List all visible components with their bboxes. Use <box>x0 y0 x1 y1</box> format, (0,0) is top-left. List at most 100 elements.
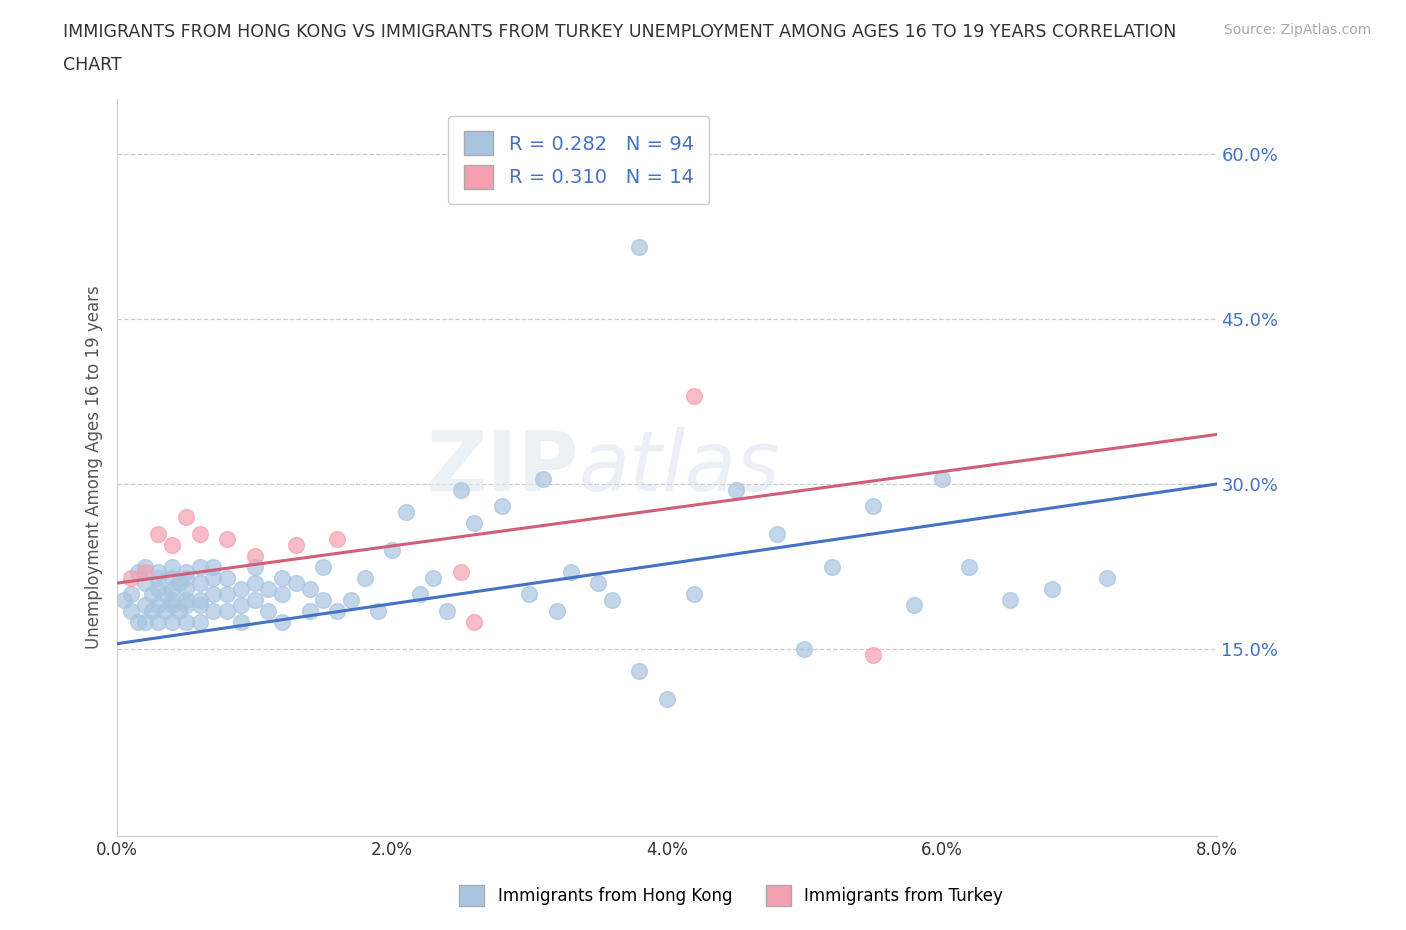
Point <box>724 482 747 497</box>
Point <box>257 604 280 618</box>
Point <box>160 598 183 613</box>
Point <box>931 472 953 486</box>
Point <box>628 664 651 679</box>
Point <box>312 592 335 607</box>
Point <box>134 614 156 629</box>
Point <box>531 472 554 486</box>
Point <box>367 604 389 618</box>
Point <box>155 604 177 618</box>
Point <box>202 604 225 618</box>
Point <box>188 559 211 574</box>
Point <box>120 587 142 602</box>
Point <box>655 140 678 155</box>
Point <box>326 532 349 547</box>
Text: Source: ZipAtlas.com: Source: ZipAtlas.com <box>1223 23 1371 37</box>
Point <box>160 538 183 552</box>
Point <box>436 604 458 618</box>
Point <box>340 592 363 607</box>
Point <box>217 587 239 602</box>
Point <box>174 510 197 525</box>
Point <box>284 538 307 552</box>
Point <box>655 691 678 706</box>
Point <box>243 548 266 563</box>
Point <box>821 559 844 574</box>
Point <box>243 592 266 607</box>
Point <box>217 570 239 585</box>
Point <box>243 559 266 574</box>
Point <box>326 604 349 618</box>
Legend: R = 0.282   N = 94, R = 0.310   N = 14: R = 0.282 N = 94, R = 0.310 N = 14 <box>449 116 710 204</box>
Point <box>202 559 225 574</box>
Point <box>628 240 651 255</box>
Y-axis label: Unemployment Among Ages 16 to 19 years: Unemployment Among Ages 16 to 19 years <box>86 286 103 649</box>
Point <box>160 592 183 607</box>
Point <box>120 604 142 618</box>
Point <box>148 614 170 629</box>
Point <box>243 576 266 591</box>
Point <box>519 587 541 602</box>
Point <box>188 592 211 607</box>
Point <box>112 592 135 607</box>
Point <box>174 570 197 585</box>
Legend: Immigrants from Hong Kong, Immigrants from Turkey: Immigrants from Hong Kong, Immigrants fr… <box>453 879 1010 912</box>
Point <box>148 581 170 596</box>
Point <box>160 581 183 596</box>
Point <box>134 559 156 574</box>
Point <box>683 587 706 602</box>
Point <box>174 614 197 629</box>
Point <box>957 559 980 574</box>
Point <box>600 592 623 607</box>
Point <box>141 604 163 618</box>
Point <box>155 587 177 602</box>
Point <box>120 570 142 585</box>
Point <box>765 526 787 541</box>
Point <box>134 598 156 613</box>
Point <box>353 570 375 585</box>
Point <box>381 542 404 557</box>
Point <box>174 592 197 607</box>
Point <box>160 559 183 574</box>
Point <box>271 570 294 585</box>
Point <box>148 526 170 541</box>
Point <box>1000 592 1022 607</box>
Point <box>793 642 815 657</box>
Point <box>683 389 706 404</box>
Point <box>229 614 252 629</box>
Point <box>586 576 609 591</box>
Point <box>395 504 418 519</box>
Point <box>271 587 294 602</box>
Point <box>257 581 280 596</box>
Point <box>188 526 211 541</box>
Point <box>167 576 190 591</box>
Point <box>298 604 321 618</box>
Point <box>1095 570 1118 585</box>
Point <box>188 614 211 629</box>
Point <box>148 598 170 613</box>
Point <box>160 614 183 629</box>
Point <box>463 515 485 530</box>
Text: CHART: CHART <box>63 56 122 73</box>
Point <box>450 482 472 497</box>
Point <box>862 647 884 662</box>
Point <box>174 581 197 596</box>
Point <box>202 570 225 585</box>
Point <box>298 581 321 596</box>
Point <box>312 559 335 574</box>
Point <box>422 570 444 585</box>
Point <box>202 587 225 602</box>
Point <box>450 565 472 579</box>
Point <box>188 598 211 613</box>
Point <box>284 576 307 591</box>
Point <box>229 581 252 596</box>
Text: atlas: atlas <box>579 427 780 508</box>
Point <box>134 565 156 579</box>
Point <box>271 614 294 629</box>
Point <box>229 598 252 613</box>
Point <box>1040 581 1063 596</box>
Text: ZIP: ZIP <box>426 427 579 508</box>
Point <box>491 498 513 513</box>
Point <box>560 565 582 579</box>
Point <box>408 587 430 602</box>
Text: IMMIGRANTS FROM HONG KONG VS IMMIGRANTS FROM TURKEY UNEMPLOYMENT AMONG AGES 16 T: IMMIGRANTS FROM HONG KONG VS IMMIGRANTS … <box>63 23 1177 41</box>
Point <box>862 498 884 513</box>
